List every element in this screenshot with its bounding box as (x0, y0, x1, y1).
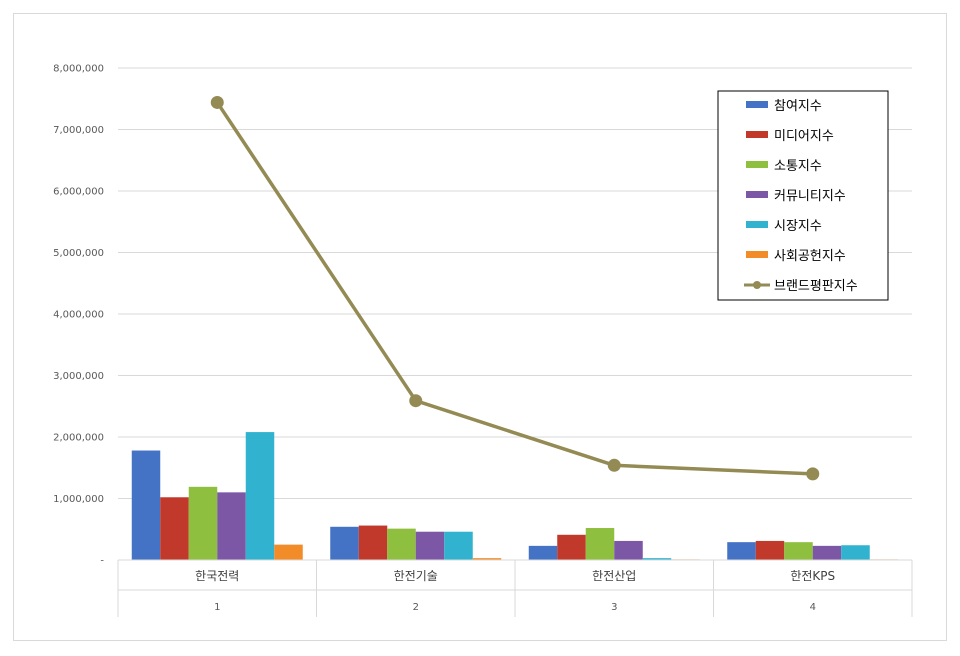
category-label: 한전KPS (790, 569, 835, 583)
category-label: 한국전력 (195, 569, 239, 583)
category-label: 한전산업 (592, 569, 636, 583)
y-tick-label: 6,000,000 (53, 187, 104, 198)
bar (444, 531, 473, 560)
bar (614, 540, 643, 560)
category-rank-label: 3 (611, 602, 617, 613)
bar (528, 545, 558, 560)
category-rank-label: 2 (413, 602, 419, 613)
line-point (607, 458, 621, 472)
bar (585, 528, 615, 560)
y-tick-label: 8,000,000 (53, 64, 104, 75)
chart-frame (13, 13, 947, 641)
legend-label: 시장지수 (774, 219, 822, 234)
bar (557, 534, 586, 560)
legend-label: 미디어지수 (774, 129, 834, 144)
y-tick-label: 7,000,000 (53, 125, 104, 136)
bar (642, 558, 672, 560)
y-tick-label: 2,000,000 (53, 433, 104, 444)
legend-label: 커뮤니티지수 (774, 189, 846, 204)
bar (217, 492, 246, 560)
bar (274, 544, 303, 560)
legend-swatch (746, 131, 768, 138)
legend-swatch (746, 191, 768, 198)
bars (131, 432, 899, 560)
line-path (215, 101, 813, 476)
legend-label: 사회공헌지수 (774, 249, 846, 264)
bar (472, 558, 502, 560)
bar (330, 526, 359, 560)
bar (188, 486, 218, 560)
bar (841, 545, 870, 560)
bar (415, 531, 445, 560)
y-axis: - 1,000,000 2,000,000 3,000,000 4,000,000 5,0… (53, 64, 104, 567)
category-label: 한전기술 (394, 569, 438, 583)
line-point (409, 394, 423, 408)
legend-label: 참여지수 (774, 99, 822, 114)
legend-swatch-marker (753, 281, 761, 289)
line-point (806, 467, 820, 481)
y-tick-label: 1,000,000 (53, 494, 104, 505)
bar (812, 545, 842, 560)
category-rank-label: 1 (214, 602, 220, 613)
bar (131, 450, 161, 560)
legend-swatch (746, 101, 768, 108)
bar (160, 497, 189, 560)
legend-swatch (746, 161, 768, 168)
legend-swatch (746, 251, 768, 258)
x-axis: 한국전력 1 한전기술 2 한전산업 3 한전KPS 4 (117, 559, 913, 617)
bar (727, 542, 756, 560)
y-tick-label: - (100, 556, 104, 567)
legend-label: 소통지수 (774, 159, 822, 174)
bar (358, 525, 388, 560)
y-tick-label: 4,000,000 (53, 310, 104, 321)
y-tick-label: 3,000,000 (53, 371, 104, 382)
category-rank-label: 4 (810, 602, 816, 613)
line-point (210, 95, 224, 109)
bar (387, 528, 416, 560)
legend-label: 브랜드평판지수 (774, 279, 858, 294)
bar (784, 542, 813, 560)
bar (245, 432, 275, 560)
y-tick-label: 5,000,000 (53, 248, 104, 259)
bar (755, 540, 785, 560)
line-series (210, 95, 820, 481)
legend-swatch (746, 221, 768, 228)
